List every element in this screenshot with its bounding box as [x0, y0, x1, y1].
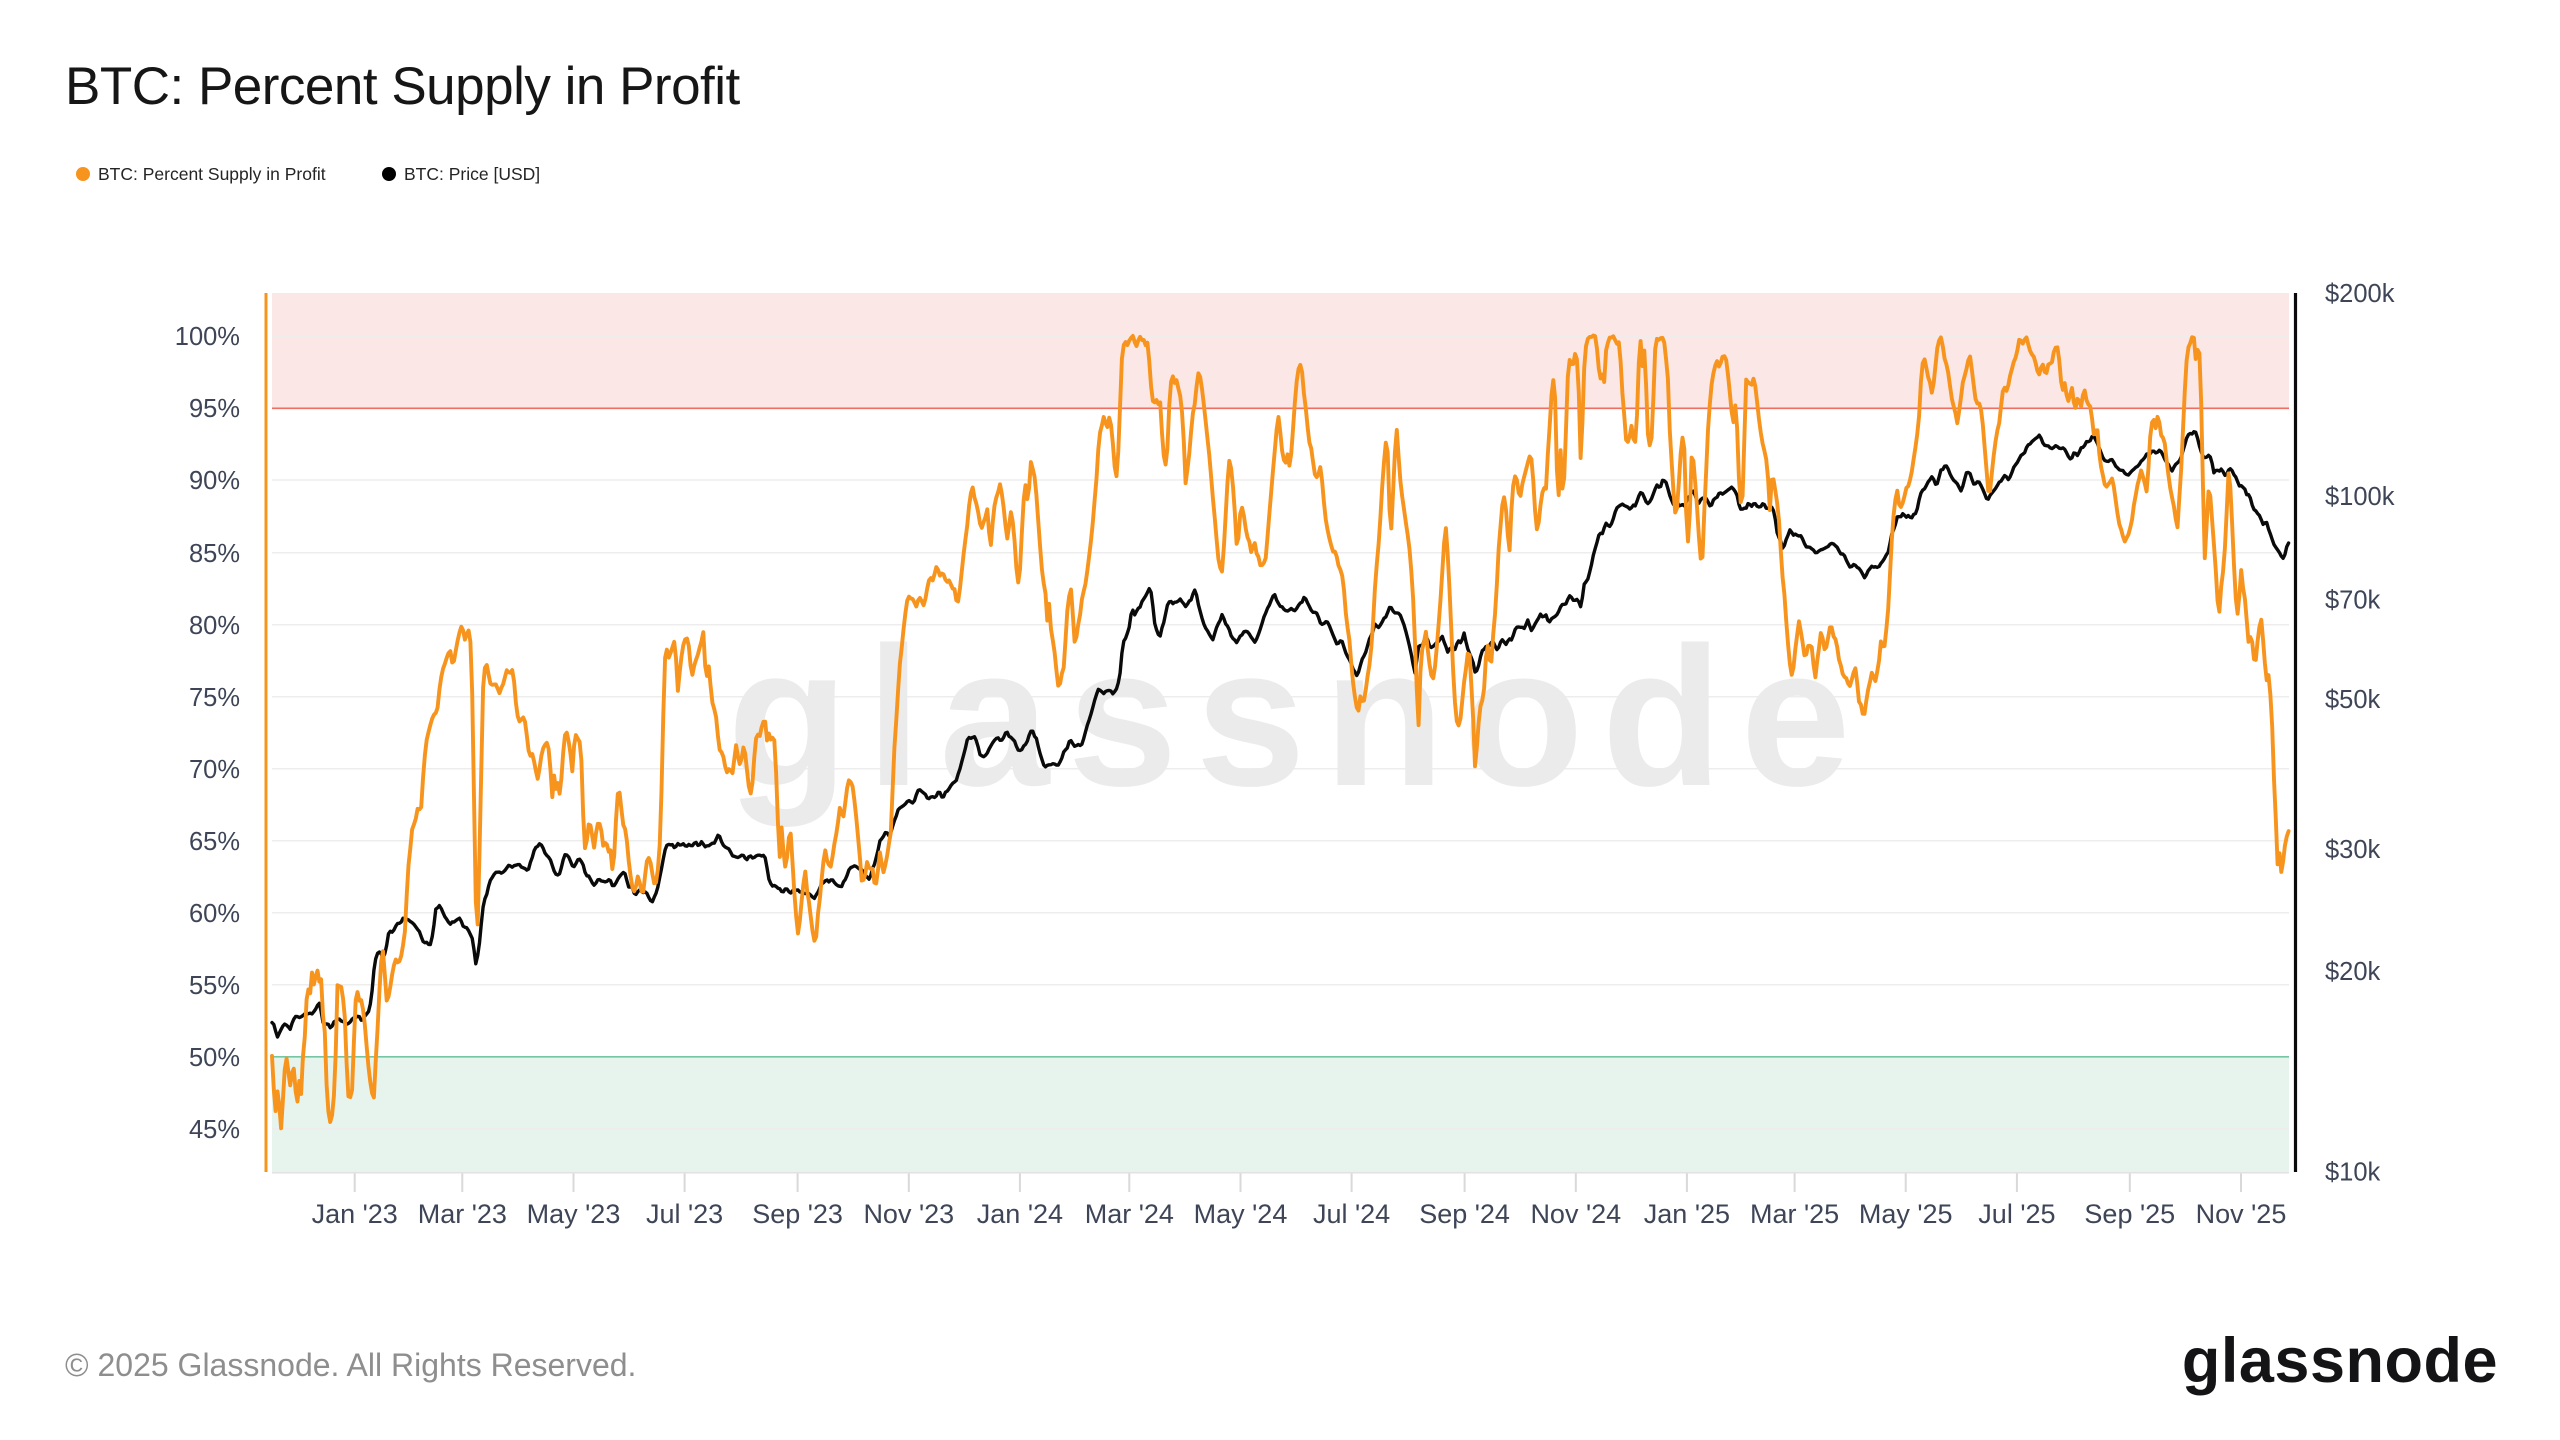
svg-text:85%: 85%	[189, 540, 240, 568]
svg-text:Sep '24: Sep '24	[1419, 1199, 1510, 1229]
svg-text:50%: 50%	[189, 1044, 240, 1072]
svg-text:$10k: $10k	[2325, 1159, 2381, 1187]
svg-text:95%: 95%	[189, 395, 240, 423]
svg-text:Sep '25: Sep '25	[2084, 1199, 2175, 1229]
svg-text:$50k: $50k	[2325, 686, 2381, 714]
svg-text:Nov '25: Nov '25	[2196, 1199, 2287, 1229]
svg-text:55%: 55%	[189, 972, 240, 1000]
svg-text:90%: 90%	[189, 467, 240, 495]
svg-text:Sep '23: Sep '23	[752, 1199, 843, 1229]
svg-text:Mar '25: Mar '25	[1750, 1199, 1839, 1229]
svg-text:Jan '24: Jan '24	[977, 1199, 1063, 1229]
svg-text:Jan '25: Jan '25	[1644, 1199, 1730, 1229]
svg-text:Mar '24: Mar '24	[1085, 1199, 1174, 1229]
svg-text:75%: 75%	[189, 684, 240, 712]
svg-text:May '23: May '23	[527, 1199, 621, 1229]
svg-text:Jan '23: Jan '23	[312, 1199, 398, 1229]
svg-text:Mar '23: Mar '23	[418, 1199, 507, 1229]
svg-text:May '24: May '24	[1194, 1199, 1288, 1229]
svg-text:100%: 100%	[175, 323, 240, 351]
svg-text:60%: 60%	[189, 900, 240, 928]
svg-text:glassnode: glassnode	[727, 606, 1868, 827]
svg-text:$100k: $100k	[2325, 483, 2395, 511]
svg-text:$30k: $30k	[2325, 836, 2381, 864]
svg-text:Jul '24: Jul '24	[1313, 1199, 1390, 1229]
svg-text:$200k: $200k	[2325, 280, 2395, 308]
svg-text:80%: 80%	[189, 612, 240, 640]
svg-text:65%: 65%	[189, 828, 240, 856]
svg-text:Nov '24: Nov '24	[1530, 1199, 1621, 1229]
svg-text:Jul '25: Jul '25	[1978, 1199, 2055, 1229]
svg-text:70%: 70%	[189, 756, 240, 784]
svg-text:$70k: $70k	[2325, 587, 2381, 615]
svg-text:Jul '23: Jul '23	[646, 1199, 723, 1229]
svg-text:Nov '23: Nov '23	[863, 1199, 954, 1229]
svg-text:45%: 45%	[189, 1116, 240, 1144]
svg-text:May '25: May '25	[1859, 1199, 1953, 1229]
svg-text:$20k: $20k	[2325, 958, 2381, 986]
